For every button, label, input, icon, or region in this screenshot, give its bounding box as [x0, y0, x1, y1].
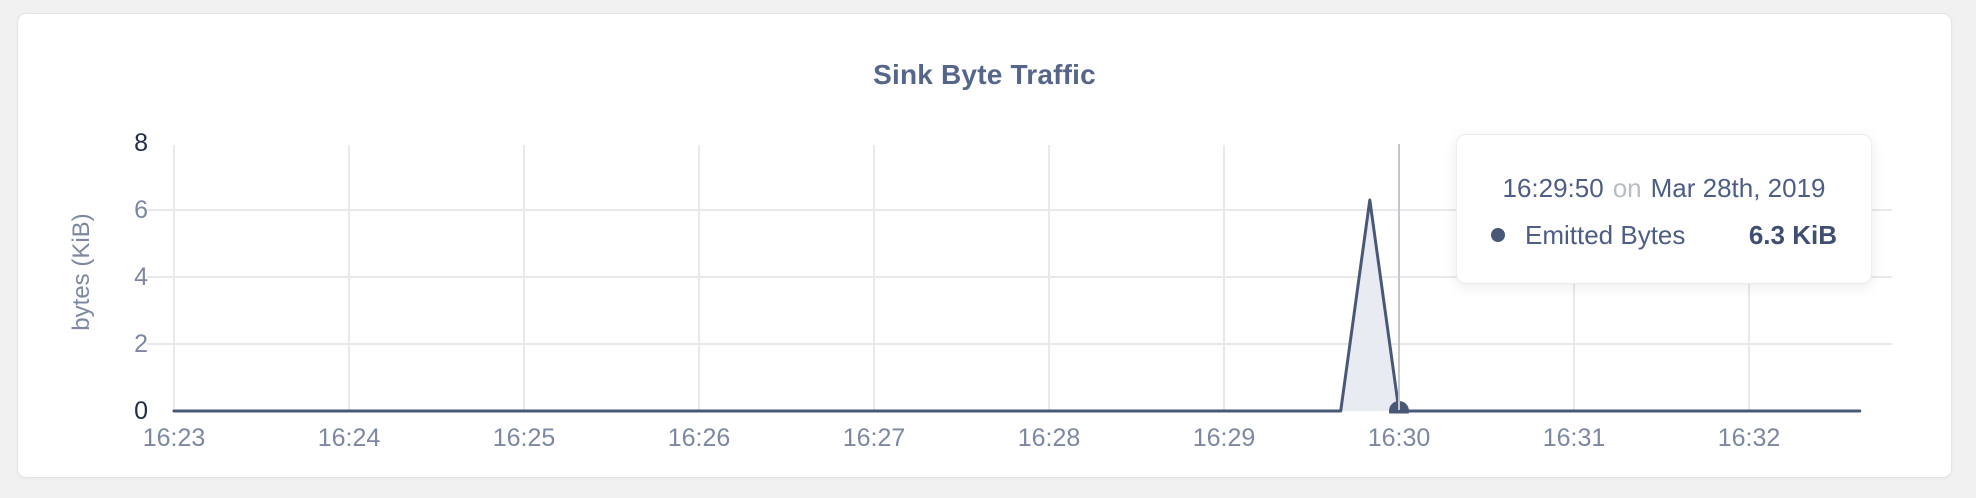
chart-title: Sink Byte Traffic	[873, 59, 1096, 90]
tooltip-date: Mar 28th, 2019	[1650, 172, 1826, 203]
tooltip-on-label: on	[1612, 172, 1642, 203]
series-line	[172, 198, 1862, 413]
tooltip-header: 16:29:50 on Mar 28th, 2019	[1491, 167, 1837, 209]
tooltip-series-row: Emitted Bytes 6.3 KiB	[1491, 213, 1837, 257]
y-axis-title: bytes (KiB)	[68, 213, 95, 331]
tooltip-value: 6.3 KiB	[1748, 219, 1837, 250]
series-dot-icon	[1491, 228, 1505, 242]
tooltip-series-name: Emitted Bytes	[1525, 219, 1686, 250]
tooltip-time: 16:29:50	[1502, 172, 1604, 203]
chart-tooltip: 16:29:50 on Mar 28th, 2019 Emitted Bytes…	[1456, 134, 1872, 284]
